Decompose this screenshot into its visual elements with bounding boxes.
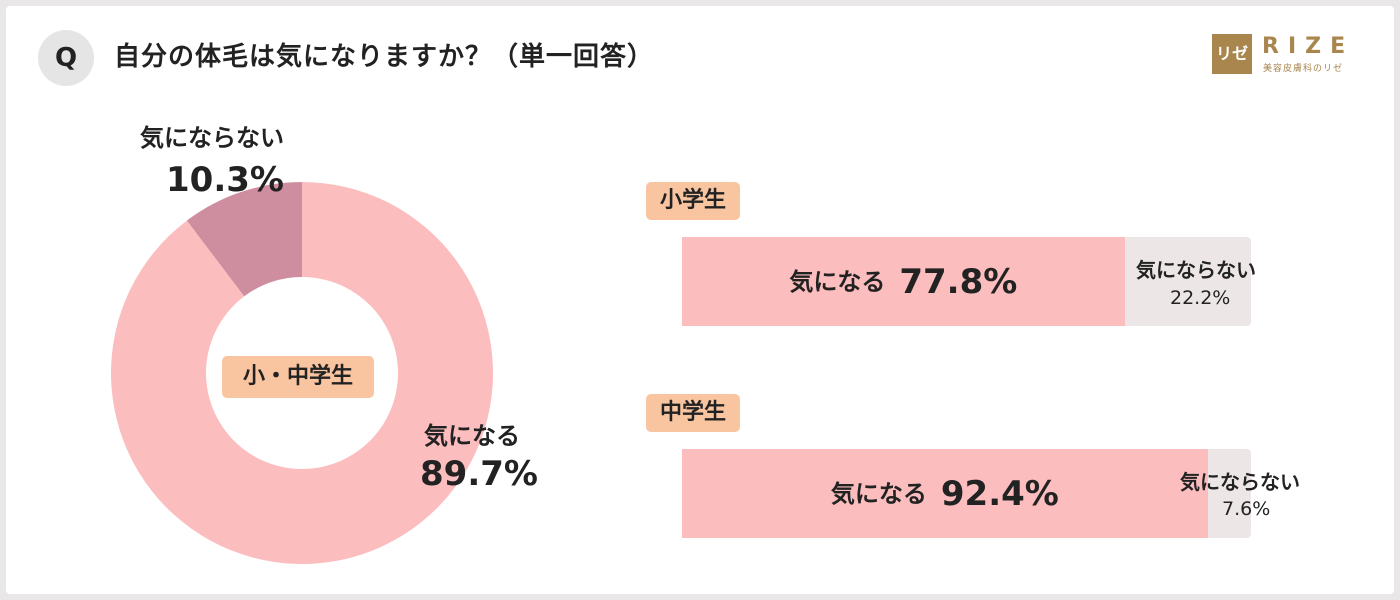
bar-rest-value-elementary: 22.2% bbox=[1170, 287, 1231, 309]
donut-label-major: 気になる bbox=[424, 422, 520, 450]
bar-segment-value: 92.4% bbox=[940, 474, 1059, 514]
donut-label-minor: 気にならない bbox=[140, 124, 284, 152]
group-tag-junior-high: 中学生 bbox=[646, 394, 741, 432]
bar-fill-elementary bbox=[682, 237, 1125, 326]
bar-track-junior-high: 気になる 92.4% bbox=[682, 449, 1251, 538]
bar-rest-label-elementary: 気にならない bbox=[1136, 258, 1256, 282]
question-title: 自分の体毛は気になりますか？（単一回答） bbox=[114, 42, 655, 72]
group-tag-elementary: 小学生 bbox=[646, 182, 741, 220]
brand-logo: リゼ RIZE 美容皮膚科のリゼ bbox=[1212, 34, 1362, 78]
bar-fill-junior-high bbox=[682, 449, 1208, 538]
logo-wordmark: RIZE bbox=[1262, 34, 1355, 59]
bar-track-elementary: 気になる 77.8% bbox=[682, 237, 1251, 326]
bar-segment-label: 気になる bbox=[830, 480, 927, 508]
bar-rest-value-junior-high: 7.6% bbox=[1222, 498, 1271, 520]
donut-slice-1 bbox=[111, 182, 494, 564]
logo-subtitle: 美容皮膚科のリゼ bbox=[1263, 64, 1344, 74]
bar-main-label-elementary: 気になる 77.8% bbox=[682, 237, 1125, 326]
donut-slice-0 bbox=[186, 182, 302, 297]
donut-value-major: 89.7% bbox=[420, 454, 538, 494]
bar-main-label-junior-high: 気になる 92.4% bbox=[682, 449, 1208, 538]
bar-segment-label: 気になる bbox=[789, 268, 886, 296]
question-badge: Q bbox=[38, 30, 94, 86]
donut-center-tag: 小・中学生 bbox=[222, 356, 374, 398]
logo-mark: リゼ bbox=[1212, 34, 1252, 74]
donut-value-minor: 10.3% bbox=[166, 160, 284, 200]
bar-rest-label-junior-high: 気にならない bbox=[1180, 470, 1300, 494]
bar-segment-value: 77.8% bbox=[899, 262, 1018, 302]
